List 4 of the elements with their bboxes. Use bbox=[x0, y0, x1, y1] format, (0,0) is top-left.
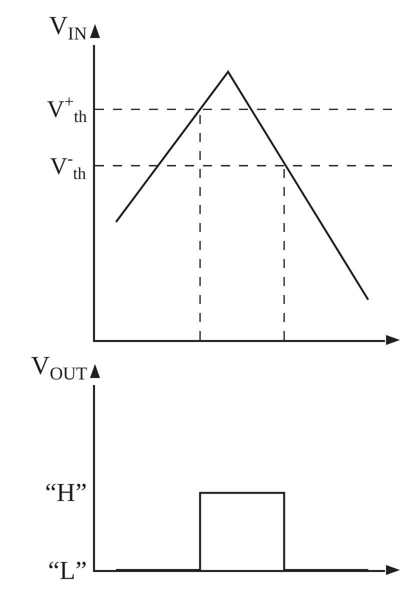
text: “H” bbox=[45, 478, 87, 507]
text: “L” bbox=[48, 556, 87, 585]
y-axis-title: V$_{OUT}$ bbox=[31, 351, 88, 384]
y-axis-title: V$_{IN}$ bbox=[49, 11, 87, 44]
